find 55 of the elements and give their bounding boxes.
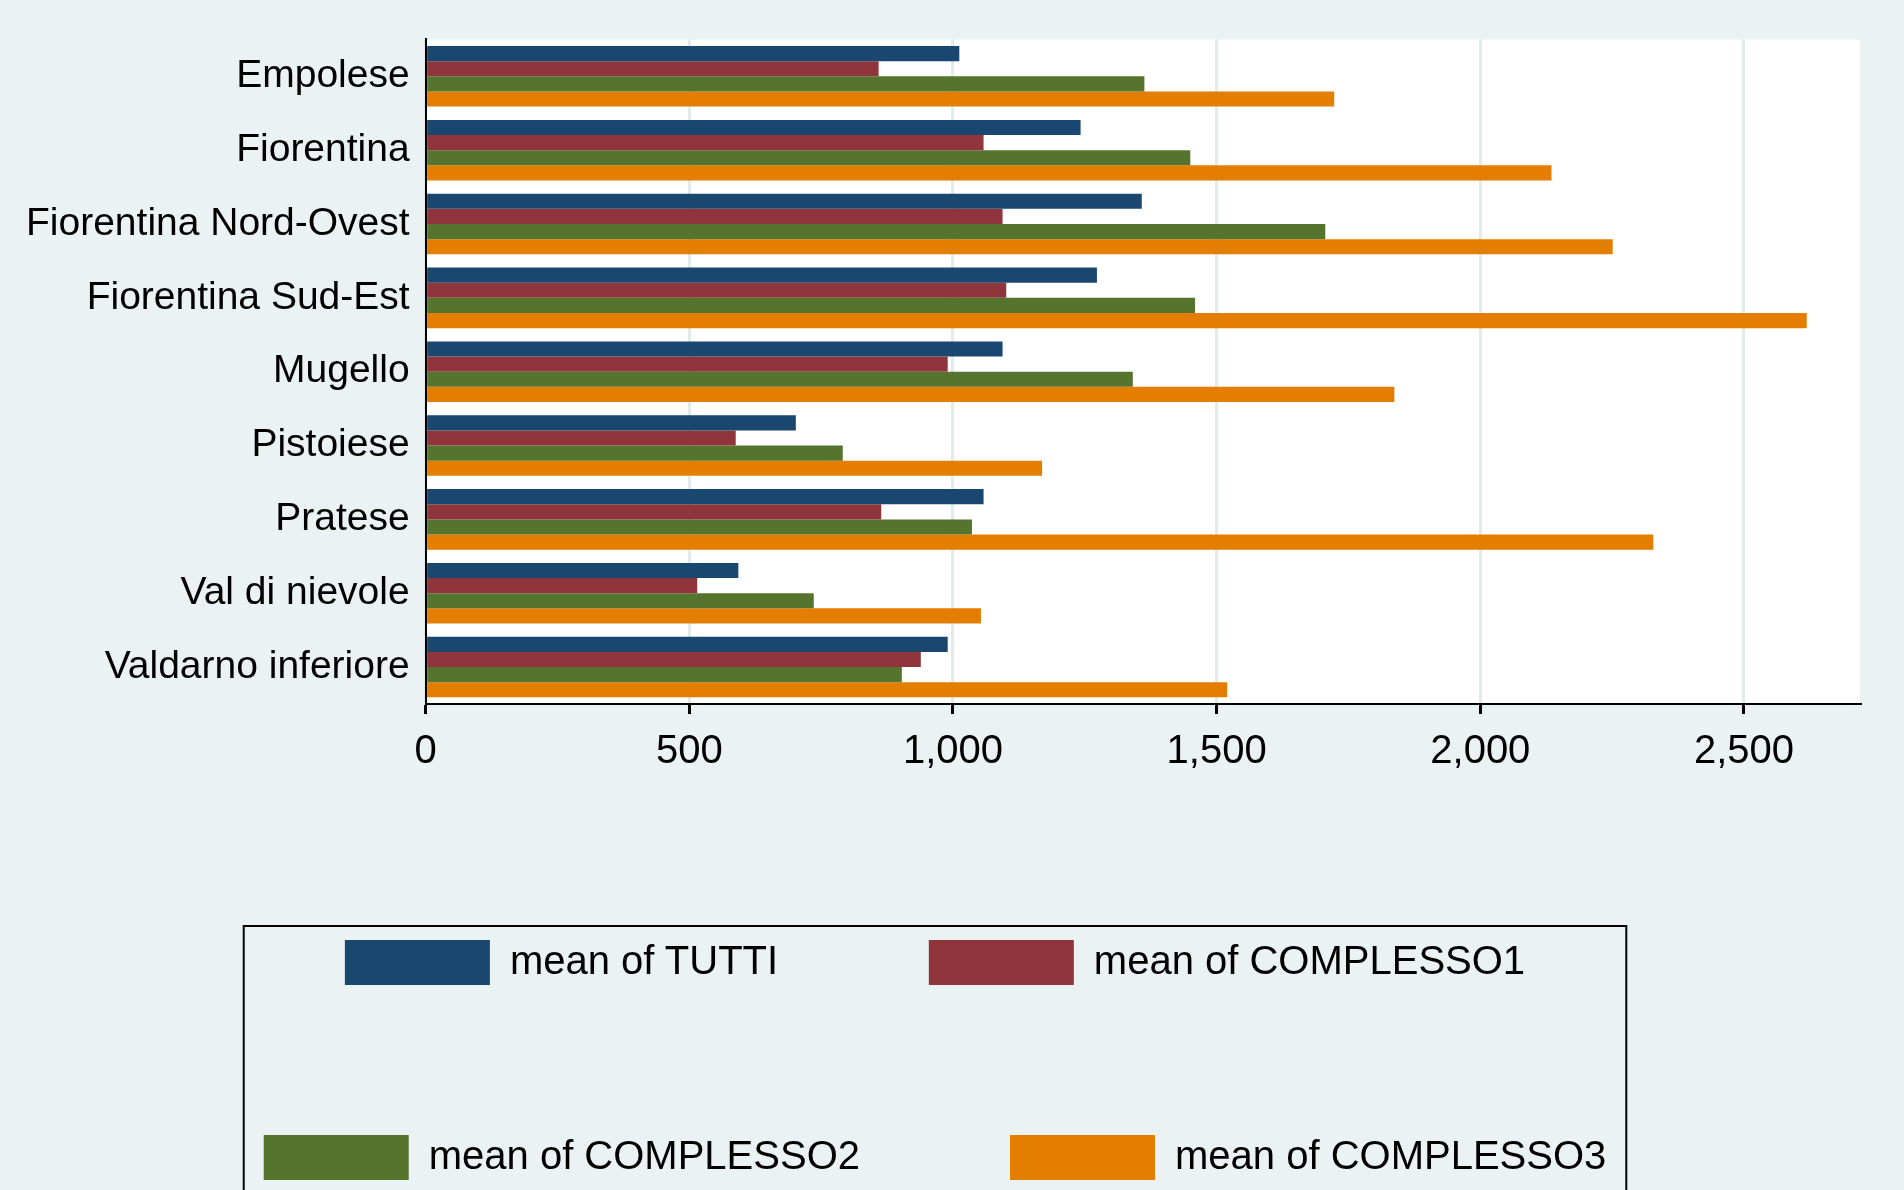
- bar: [427, 165, 1552, 181]
- bar: [427, 46, 960, 62]
- bar: [427, 430, 736, 446]
- bar: [427, 489, 984, 505]
- legend-label: mean of COMPLESSO2: [428, 1132, 861, 1177]
- bar: [427, 445, 843, 461]
- legend-label: mean of TUTTI: [509, 937, 779, 982]
- x-tick-label: 0: [414, 727, 437, 772]
- x-tick-label: 2,500: [1693, 727, 1795, 772]
- x-tick-label: 500: [655, 727, 723, 772]
- y-tick-label: Fiorentina Sud-Est: [86, 273, 410, 317]
- bar: [427, 282, 1007, 298]
- legend-label: mean of COMPLESSO1: [1093, 937, 1526, 982]
- bar: [427, 415, 796, 431]
- bar: [427, 371, 1133, 387]
- bar: [427, 193, 1142, 209]
- bar: [427, 356, 948, 372]
- bar: [427, 297, 1196, 313]
- bar: [427, 239, 1613, 255]
- bar: [427, 651, 921, 668]
- y-tick-label: Fiorentina Nord-Ovest: [26, 199, 410, 243]
- bar: [427, 667, 902, 683]
- y-tick-label: Val di nievole: [180, 568, 410, 612]
- bar: [427, 119, 1081, 136]
- bar: [427, 150, 1191, 166]
- bar: [427, 208, 1003, 225]
- y-tick-label: Pistoiese: [251, 421, 410, 465]
- legend-label: mean of COMPLESSO3: [1175, 1132, 1607, 1177]
- bar: [427, 312, 1807, 329]
- bar: [427, 636, 948, 652]
- x-tick-label: 1,000: [902, 727, 1004, 772]
- bar: [427, 682, 1228, 698]
- bar: [427, 519, 972, 535]
- bar: [427, 562, 739, 579]
- bar: [427, 460, 1043, 476]
- bar: [427, 534, 1654, 550]
- bar: [427, 76, 1145, 92]
- y-tick-label: Pratese: [275, 495, 410, 539]
- bar: [427, 504, 882, 520]
- bar: [427, 593, 814, 609]
- y-tick-label: Mugello: [273, 347, 410, 391]
- bar: [427, 341, 1003, 357]
- bar: [427, 224, 1326, 240]
- bar: [427, 608, 981, 624]
- bar: [427, 386, 1395, 402]
- x-tick-label: 1,500: [1166, 727, 1267, 772]
- y-tick-label: Fiorentina: [236, 125, 410, 169]
- bar: [427, 91, 1335, 107]
- y-tick-label: Valdarno inferiore: [104, 642, 410, 686]
- x-tick-label: 2,000: [1430, 727, 1531, 772]
- bar: [427, 135, 984, 151]
- y-tick-label: Empolese: [236, 52, 410, 96]
- bar: [427, 578, 698, 594]
- bar: [427, 267, 1097, 283]
- bar: [427, 61, 879, 77]
